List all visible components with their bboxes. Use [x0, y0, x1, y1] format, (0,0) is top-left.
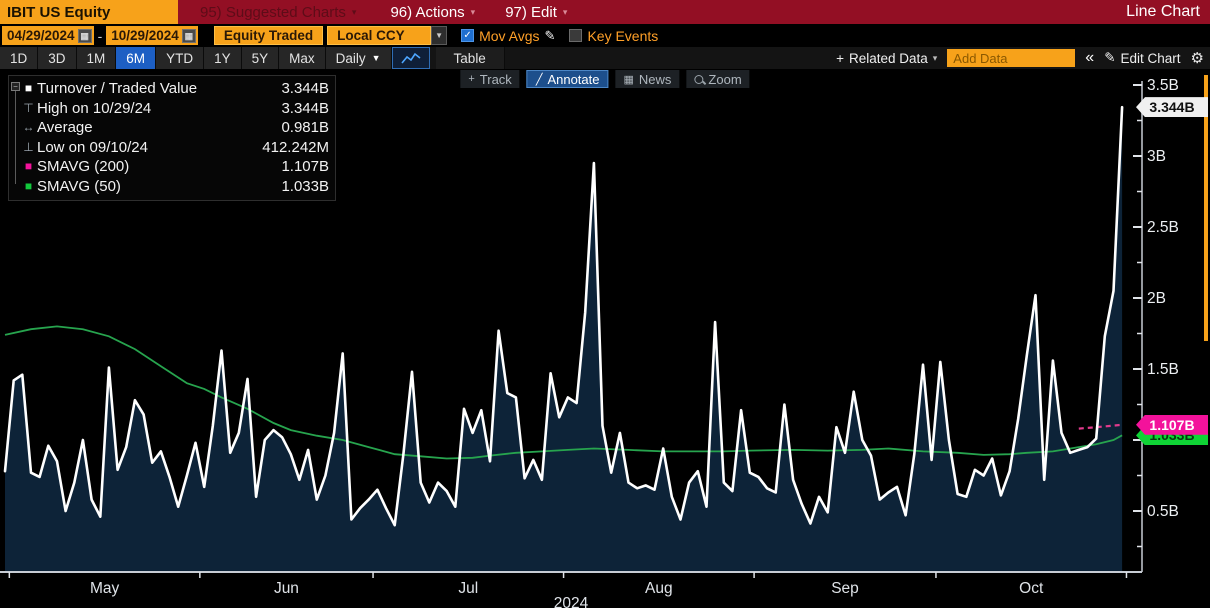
chevron-down-icon: ▾: [932, 52, 938, 63]
last-value-tag: 3.344B: [1136, 97, 1208, 118]
range-tab-1y[interactable]: 1Y: [204, 47, 242, 69]
range-tab-1d[interactable]: 1D: [0, 47, 39, 69]
chart-legend: − ■ Turnover / Traded Value 3.344B ⊤ Hig…: [8, 75, 336, 201]
svg-text:Oct: Oct: [1019, 580, 1044, 597]
legend-row-high[interactable]: ⊤ High on 10/29/24 3.344B: [23, 99, 329, 117]
svg-text:2024: 2024: [554, 595, 589, 608]
high-marker-icon: ⊤: [23, 100, 34, 115]
series-swatch-icon: ■: [24, 159, 33, 174]
date-separator: -: [97, 27, 103, 44]
title-bar: IBIT US Equity 95) Suggested Charts ▾ 96…: [0, 0, 1210, 24]
svg-text:3B: 3B: [1147, 148, 1166, 165]
pencil-icon: ✎: [1104, 50, 1116, 65]
chevron-down-icon: ▼: [371, 53, 381, 63]
settings-gear-icon[interactable]: ⚙: [1190, 50, 1204, 67]
date-to-input[interactable]: 10/29/2024 ▦: [106, 26, 198, 45]
screen-title: Line Chart: [1126, 3, 1200, 20]
news-icon: ▦: [623, 73, 634, 86]
add-data-input[interactable]: [947, 49, 1076, 67]
legend-collapse-icon[interactable]: −: [11, 82, 20, 91]
news-button[interactable]: ▦ News: [615, 70, 680, 88]
plus-icon: +: [836, 50, 844, 66]
svg-text:1.5B: 1.5B: [1147, 361, 1179, 378]
range-tab-5y[interactable]: 5Y: [241, 47, 280, 69]
mov-avgs-checkbox[interactable]: ✓: [461, 29, 475, 42]
actions-button[interactable]: 96) Actions ▾: [390, 3, 476, 21]
line-chart-icon: [400, 52, 421, 64]
svg-text:2.5B: 2.5B: [1147, 219, 1179, 236]
range-tab-max[interactable]: Max: [279, 47, 326, 69]
pencil-line-icon: ╱: [535, 73, 543, 86]
suggested-charts-button[interactable]: 95) Suggested Charts ▾: [200, 3, 357, 21]
edit-chart-button[interactable]: ✎ Edit Chart: [1104, 50, 1181, 66]
table-button[interactable]: Table: [435, 47, 505, 69]
series-swatch-icon: ■: [24, 178, 33, 193]
svg-text:0.5B: 0.5B: [1147, 503, 1179, 520]
collapse-panel-button[interactable]: «: [1085, 49, 1095, 66]
legend-row-average[interactable]: ↔ Average 0.981B: [22, 119, 330, 137]
key-events-checkbox[interactable]: [569, 29, 583, 42]
pencil-icon[interactable]: ✎: [544, 27, 556, 43]
svg-text:2B: 2B: [1147, 290, 1166, 307]
svg-text:Jun: Jun: [274, 580, 299, 597]
date-from-input[interactable]: 04/29/2024 ▦: [2, 26, 94, 45]
range-toolbar: 1D 3D 1M 6M YTD 1Y 5Y Max Daily ▼ Table …: [0, 47, 1210, 69]
scroll-indicator-strip: [1204, 75, 1208, 341]
zoom-button[interactable]: Zoom: [686, 70, 750, 88]
smavg200-value-tag: 1.107B: [1136, 414, 1208, 435]
legend-row-turnover[interactable]: ■ Turnover / Traded Value 3.344B: [13, 79, 329, 99]
period-dropdown[interactable]: Daily ▼: [325, 47, 392, 69]
magnifier-icon: [694, 74, 704, 84]
svg-text:Aug: Aug: [645, 580, 673, 597]
key-events-toggle[interactable]: Key Events: [569, 28, 658, 44]
calendar-icon[interactable]: ▦: [77, 28, 92, 43]
range-tab-ytd[interactable]: YTD: [156, 47, 205, 69]
svg-text:Sep: Sep: [831, 580, 859, 597]
calendar-icon[interactable]: ▦: [181, 28, 196, 43]
series-swatch-icon: ■: [24, 81, 33, 96]
filter-toolbar: 04/29/2024 ▦ - 10/29/2024 ▦ Equity Trade…: [0, 24, 1210, 47]
related-data-button[interactable]: + Related Data ▾: [836, 50, 938, 66]
ticker-text: IBIT US Equity: [7, 3, 111, 21]
currency-dropdown-button[interactable]: ▼: [431, 26, 448, 45]
svg-text:May: May: [90, 580, 120, 597]
track-button[interactable]: + Track: [460, 70, 520, 88]
legend-row-smavg50[interactable]: ■ SMAVG (50) 1.033B: [13, 177, 329, 197]
security-field-dropdown[interactable]: Equity Traded: [213, 26, 324, 45]
mov-avgs-toggle[interactable]: ✓ Mov Avgs ✎: [461, 28, 555, 44]
chart-tool-buttons: + Track ╱ Annotate ▦ News Zoom: [460, 70, 750, 88]
low-marker-icon: ⊥: [23, 139, 34, 154]
chart-type-button[interactable]: [391, 47, 430, 69]
chevron-down-icon: ▾: [351, 6, 357, 17]
chevron-down-icon: ▾: [470, 6, 476, 17]
chevron-down-icon: ▾: [562, 6, 568, 17]
range-tab-1m[interactable]: 1M: [76, 47, 117, 69]
annotate-button[interactable]: ╱ Annotate: [526, 70, 609, 88]
average-marker-icon: ↔: [22, 120, 35, 135]
legend-tree-line: [15, 88, 16, 184]
range-tab-3d[interactable]: 3D: [38, 47, 77, 69]
chart-region: 0.5B1B1.5B2B2.5B3B3.5BMayJunJulAugSepOct…: [0, 69, 1210, 608]
crosshair-icon: +: [468, 73, 475, 85]
svg-text:3.5B: 3.5B: [1147, 77, 1179, 94]
ticker-field[interactable]: IBIT US Equity: [0, 0, 178, 24]
svg-text:Jul: Jul: [458, 580, 478, 597]
currency-field-dropdown[interactable]: Local CCY: [327, 26, 432, 45]
range-tab-6m[interactable]: 6M: [116, 47, 157, 69]
legend-row-smavg200[interactable]: ■ SMAVG (200) 1.107B: [13, 157, 329, 177]
edit-button[interactable]: 97) Edit ▾: [505, 3, 568, 21]
legend-row-low[interactable]: ⊥ Low on 09/10/24 412.242M: [23, 138, 329, 156]
